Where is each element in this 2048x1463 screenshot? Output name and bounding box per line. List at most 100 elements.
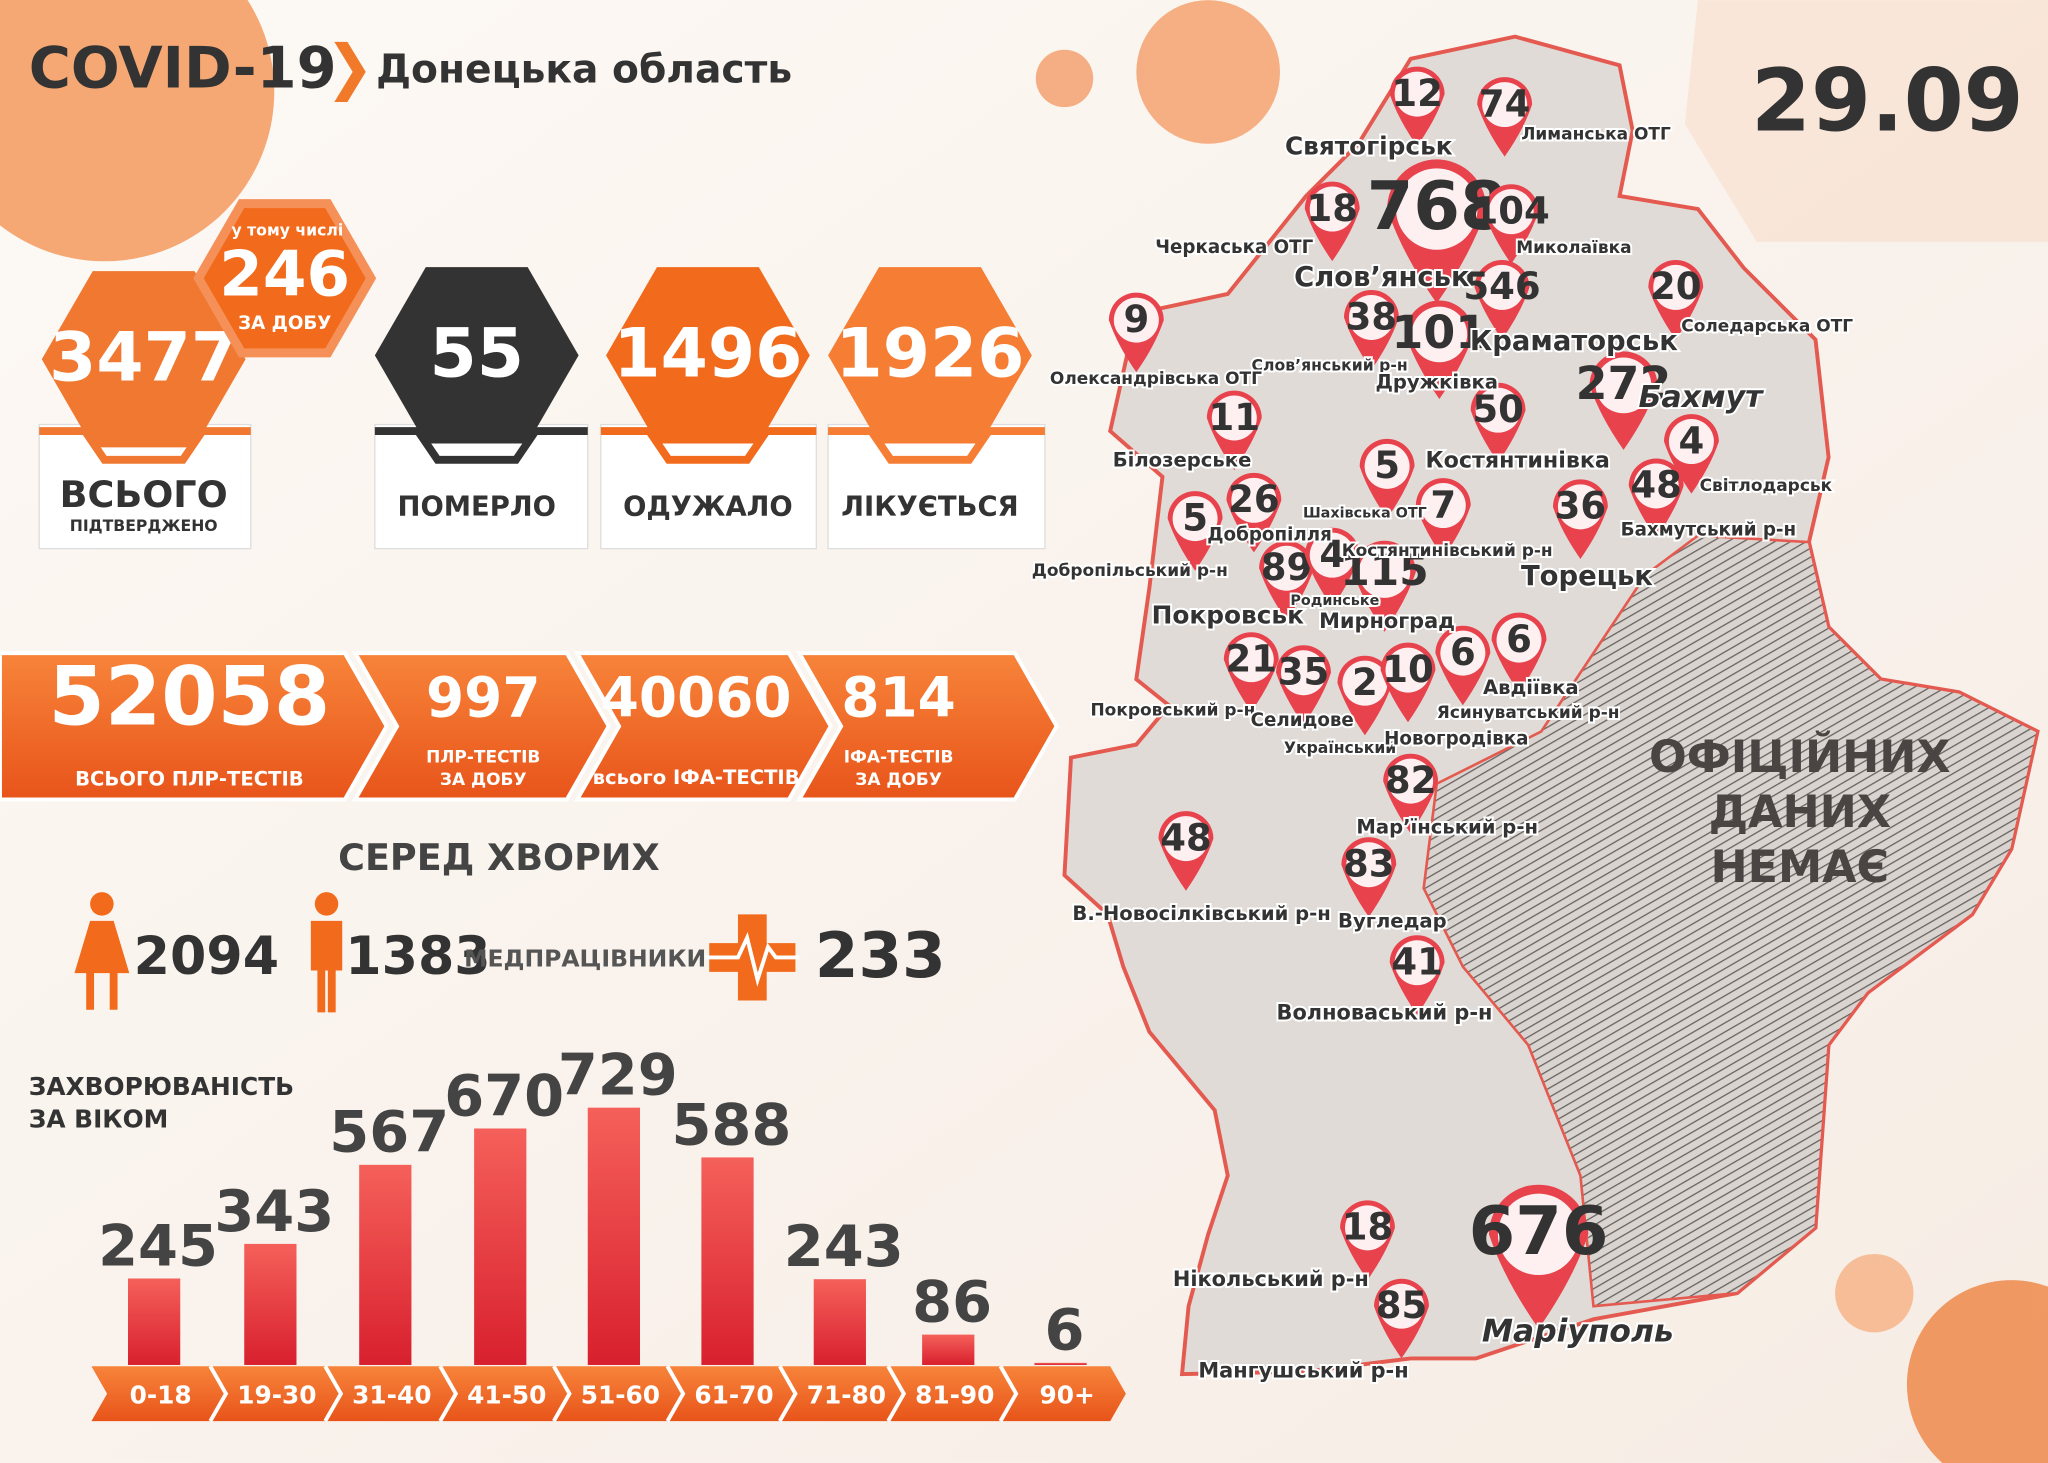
map-marker: 26	[1226, 472, 1282, 553]
place-label: Мар’їнський р-н	[1356, 816, 1538, 839]
place-label: Миколаївка	[1516, 238, 1631, 258]
map-marker: 546	[1463, 259, 1541, 340]
content: COVID-19 Донецька область 29.093477ВСЬОГОП…	[0, 35, 2024, 1423]
daily-hexagon	[203, 208, 366, 349]
bar-value-label: 343	[214, 1178, 334, 1245]
marker-face	[1348, 294, 1394, 340]
stat-label: ПОМЕРЛО	[398, 492, 556, 523]
heartbeat	[705, 932, 800, 987]
stat-sublabel: ПІДТВЕРДЖЕНО	[70, 516, 218, 535]
chart-title: ЗА ВІКОМ	[29, 1105, 169, 1134]
marker-value: 9	[1123, 298, 1149, 341]
x-tick-label: 19-30	[237, 1380, 316, 1409]
map-marker: 104	[1473, 184, 1550, 264]
x-tick-label: 61-70	[694, 1380, 773, 1409]
men-count: 1383	[345, 927, 490, 987]
marker-face	[1113, 297, 1159, 343]
marker-face	[1557, 484, 1603, 530]
stat-value: 1496	[613, 314, 802, 393]
bar	[1034, 1362, 1087, 1365]
card-notch	[828, 427, 1045, 464]
bar	[474, 1128, 527, 1365]
daily-label: ЗА ДОБУ	[238, 313, 331, 334]
x-tick-label: 90+	[1039, 1380, 1094, 1409]
marker-value: 115	[1340, 546, 1428, 595]
person-head	[90, 892, 114, 916]
marker-face	[1482, 82, 1528, 128]
stat-card	[374, 423, 589, 550]
card-notch	[600, 427, 817, 464]
marker-value: 18	[1306, 187, 1358, 230]
bar	[701, 1157, 754, 1365]
bar-value-label: 86	[912, 1269, 992, 1336]
place-label: Вугледар	[1338, 910, 1447, 933]
test-segment	[0, 651, 389, 802]
no-data-label: НЕМАЄ	[1711, 842, 1890, 893]
person-body	[310, 920, 343, 1013]
map-marker: 12	[1389, 66, 1445, 147]
women-count: 2094	[134, 927, 279, 987]
marker-face	[1394, 71, 1440, 117]
map-marker: 36	[1552, 479, 1608, 559]
marker-value: 74	[1479, 82, 1531, 125]
place-label: Нікольський р-н	[1173, 1267, 1369, 1291]
marker-face	[1440, 630, 1486, 676]
medics-count: 233	[815, 919, 946, 992]
marker-value: 36	[1555, 485, 1607, 528]
place-label: Костянтинівський р-н	[1342, 541, 1553, 561]
map	[1062, 34, 2040, 1377]
card-notch	[374, 427, 588, 464]
marker-value: 48	[1160, 816, 1212, 859]
marker-value: 6	[1450, 631, 1476, 674]
marker-face	[1388, 758, 1434, 804]
marker-face	[1668, 419, 1714, 465]
map-marker: 48	[1628, 458, 1684, 539]
no-data-region	[1422, 534, 2040, 1308]
place-label: Білозерське	[1113, 449, 1252, 472]
marker-face	[1342, 660, 1388, 706]
map-marker: 768	[1367, 159, 1507, 304]
bar	[128, 1278, 181, 1365]
ribbon-divider	[886, 1365, 907, 1423]
map-marker: 4	[1304, 527, 1360, 608]
place-label: Святогірськ	[1285, 132, 1453, 161]
age-ribbon	[91, 1366, 1126, 1422]
marker-face	[1497, 1193, 1580, 1276]
marker-face	[1378, 1283, 1424, 1329]
marker-value: 104	[1473, 189, 1550, 232]
test-segment	[573, 651, 833, 802]
marker-face	[1228, 637, 1274, 683]
marker-value: 20	[1650, 265, 1702, 308]
marker-value: 546	[1463, 265, 1540, 308]
bar	[587, 1107, 640, 1365]
map-marker: 18	[1304, 181, 1360, 262]
date: 29.09	[1751, 52, 2024, 152]
map-marker: 82	[1383, 753, 1439, 834]
place-label: Костянтинівка	[1426, 448, 1610, 474]
map-marker: 11	[1206, 390, 1262, 471]
map-marker: 2	[1337, 655, 1393, 736]
marker-face	[1385, 647, 1431, 693]
medics-label: МЕДПРАЦІВНИКИ	[464, 945, 706, 973]
map-marker: 21	[1223, 632, 1279, 712]
marker-value: 768	[1367, 167, 1507, 245]
stat-card	[600, 423, 817, 550]
daily-caption: у тому числі	[231, 221, 343, 240]
place-label: Шахівська ОТГ	[1303, 505, 1427, 521]
map-marker: 74	[1477, 77, 1533, 157]
marker-face	[1595, 357, 1652, 414]
place-label: Покровськ	[1152, 601, 1304, 630]
place-label: Добропільський р-н	[1032, 561, 1228, 581]
place-label: Новогродівка	[1384, 728, 1528, 749]
bar-value-label: 567	[329, 1099, 449, 1166]
marker-value: 4	[1319, 533, 1345, 576]
marker-face	[1211, 395, 1257, 441]
test-label: всього ІФА-ТЕСТІВ	[593, 766, 800, 789]
marker-face	[1309, 186, 1355, 232]
place-label: Бахмут	[1639, 380, 1765, 415]
marker-value: 11	[1209, 396, 1261, 439]
stat-label: ЛІКУЄТЬСЯ	[841, 492, 1018, 523]
chevron	[334, 41, 366, 102]
